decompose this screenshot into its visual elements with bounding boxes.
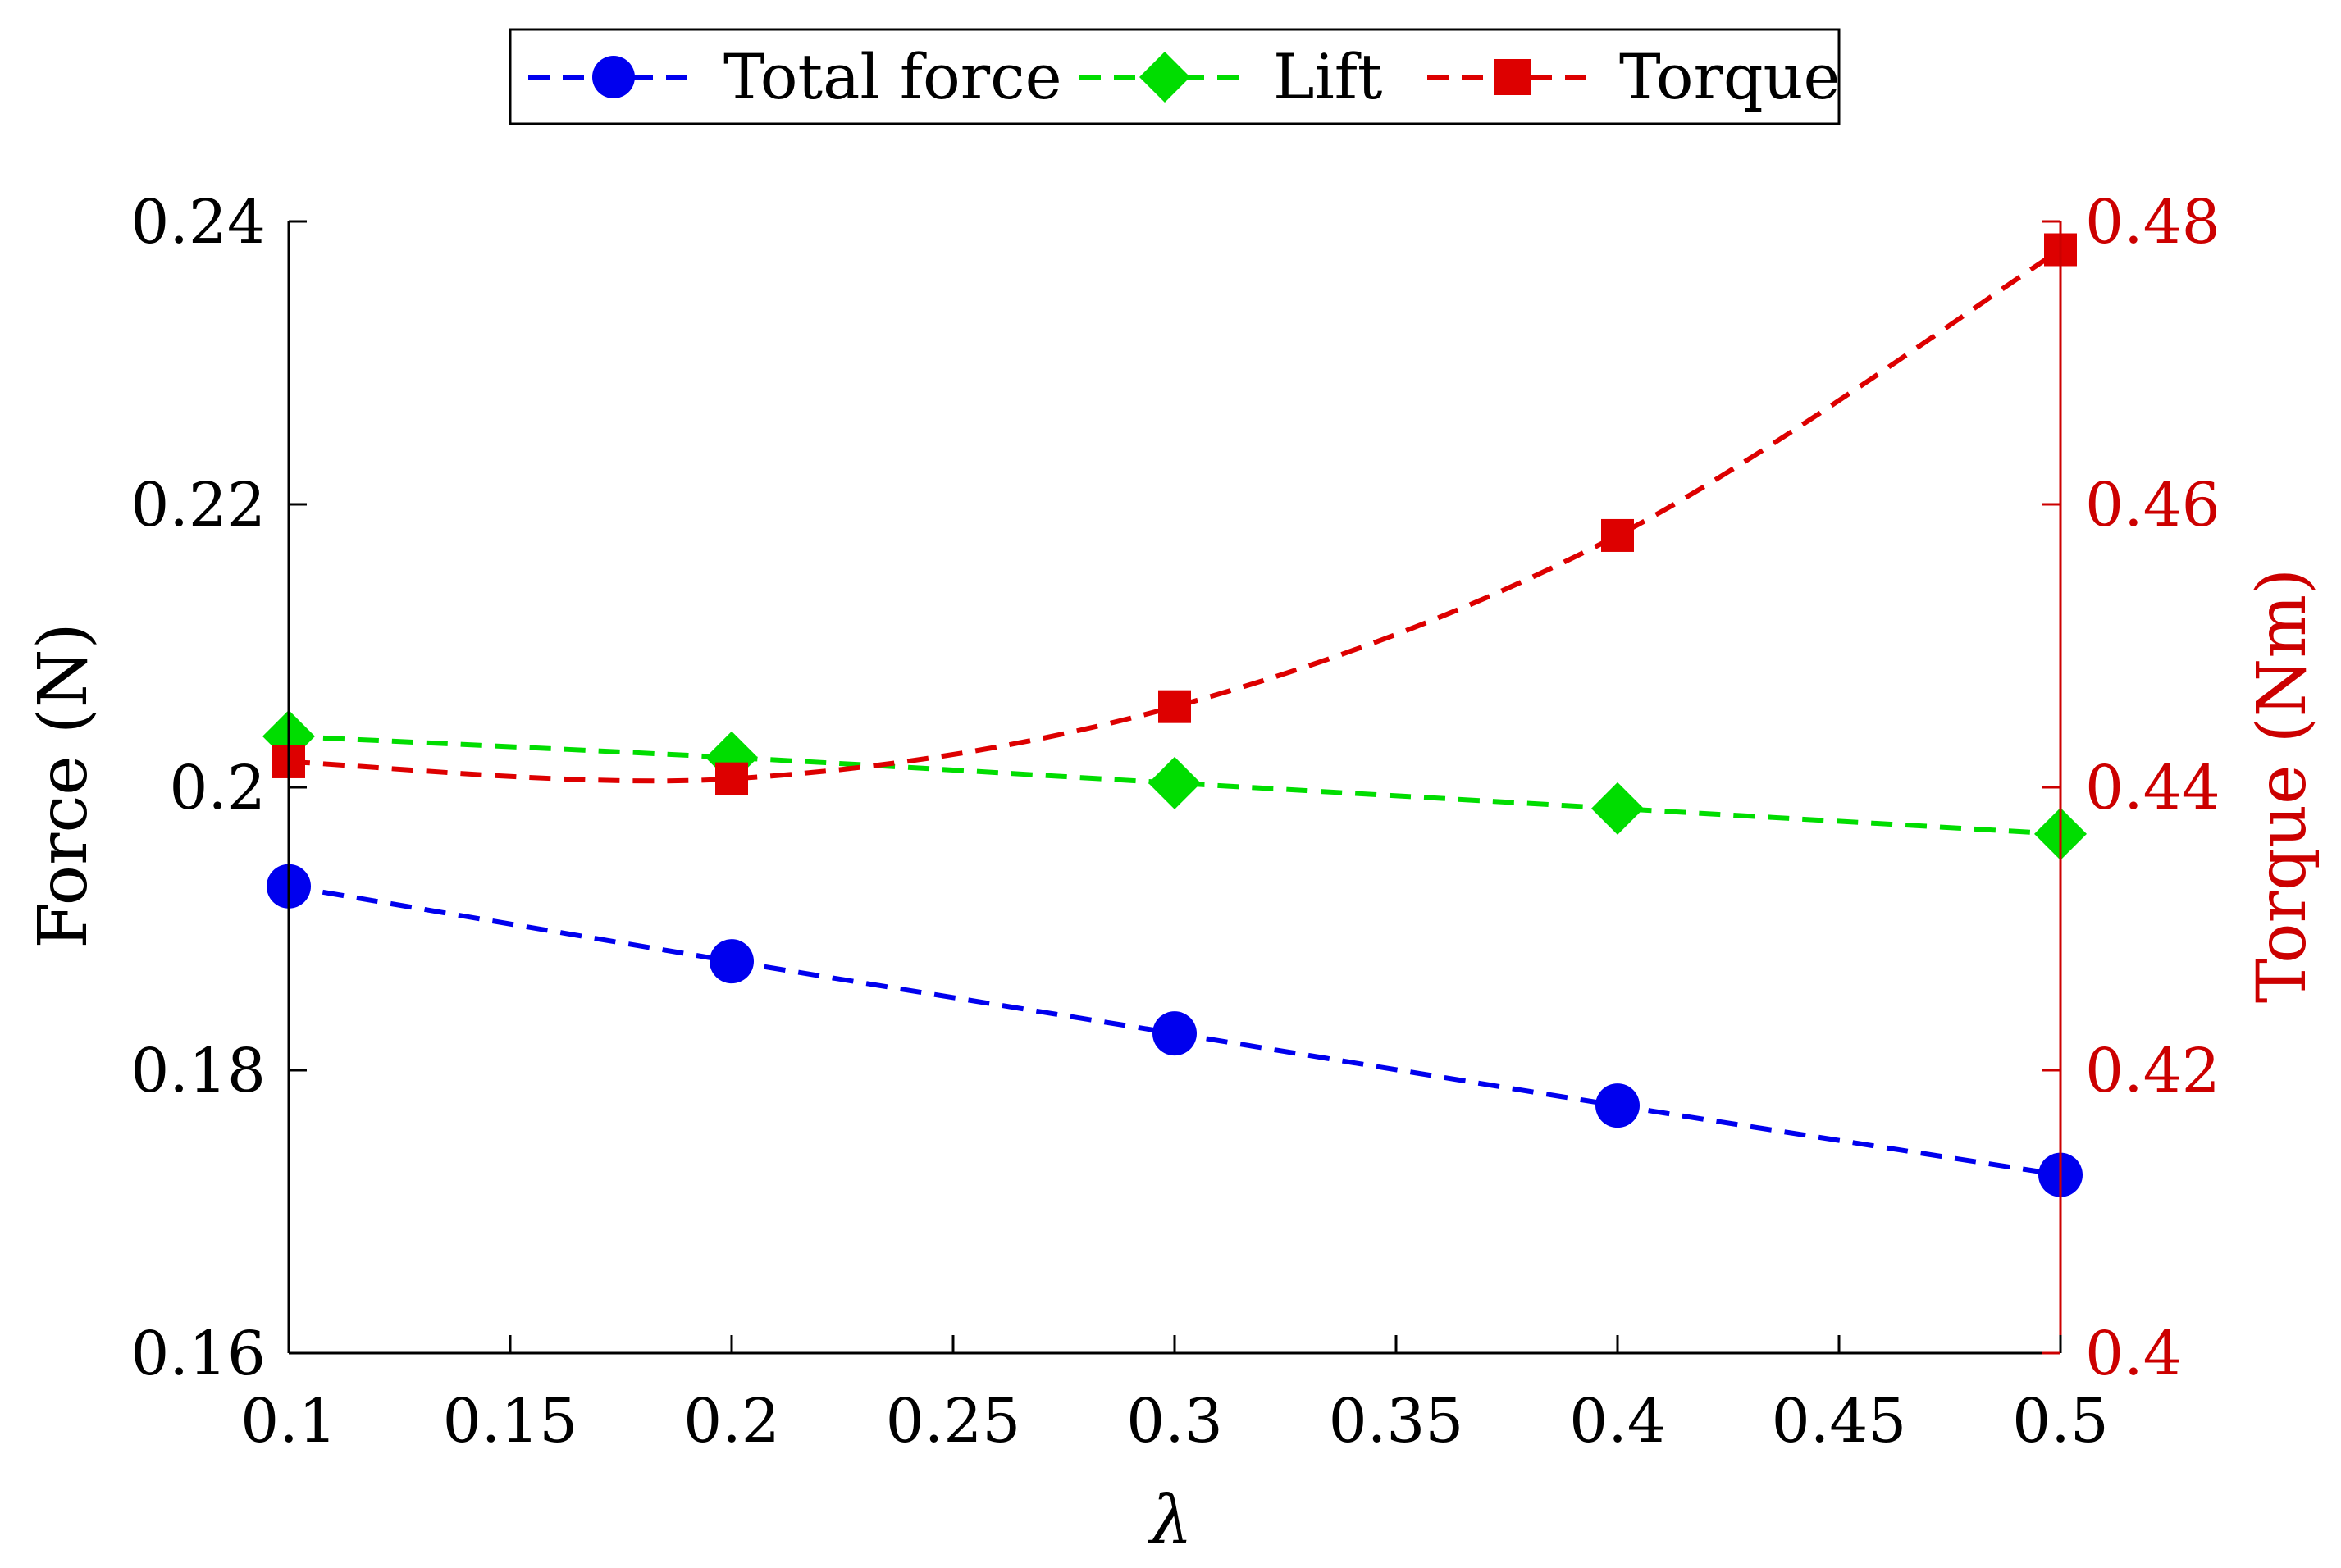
x-tick-label: 0.2	[683, 1386, 780, 1456]
series-line-lift	[288, 733, 2061, 836]
legend-marker-square-icon	[1494, 59, 1531, 95]
y-right-tick-label: 0.44	[2085, 753, 2220, 823]
y-axis-right-title: Torque (Nm)	[2243, 568, 2321, 1003]
y-left-tick-label: 0.18	[130, 1036, 266, 1106]
y-right-tick-label: 0.48	[2085, 187, 2220, 258]
y-left-tick-label: 0.2	[169, 753, 266, 823]
x-tick-label: 0.25	[886, 1386, 1021, 1456]
data-point-torque	[715, 762, 748, 795]
data-point-total-force	[710, 939, 754, 984]
data-point-total-force	[1595, 1083, 1640, 1128]
legend-label-total-force: Total force	[723, 40, 1062, 113]
y-left-tick-label: 0.22	[130, 470, 266, 540]
x-tick-label: 0.3	[1126, 1386, 1223, 1456]
x-axis-title: λ	[1148, 1482, 1193, 1560]
legend-marker-circle-icon	[592, 56, 635, 98]
x-tick-label: 0.5	[2012, 1386, 2109, 1456]
x-tick-label: 0.15	[443, 1386, 578, 1456]
legend-item-torque: Torque	[1427, 40, 1840, 113]
data-point-total-force	[1152, 1011, 1197, 1056]
y-right-tick-label: 0.42	[2085, 1036, 2220, 1106]
data-point-lift	[1591, 782, 1644, 835]
legend-marker-diamond-icon	[1139, 52, 1190, 103]
legend-item-total-force: Total force	[528, 40, 1062, 113]
x-tick-label: 0.4	[1569, 1386, 1666, 1456]
data-point-torque	[1158, 690, 1191, 723]
legend-label-torque: Torque	[1619, 40, 1840, 113]
y-left-tick-label: 0.16	[130, 1319, 266, 1389]
x-tick-label: 0.35	[1329, 1386, 1464, 1456]
legend-label-lift: Lift	[1273, 40, 1382, 113]
y-right-tick-label: 0.46	[2085, 470, 2220, 540]
y-right-tick-label: 0.4	[2085, 1319, 2182, 1389]
legend-item-lift: Lift	[1079, 40, 1382, 113]
axes-layer: 0.1 0.15 0.2 0.25 0.3 0.35 0.4 0.45 0.5 0.16 0.18 0…	[130, 187, 2220, 1456]
data-point-torque	[1601, 518, 1634, 552]
x-tick-label: 0.1	[240, 1386, 337, 1456]
x-tick-label: 0.45	[1772, 1386, 1907, 1456]
y-left-tick-label: 0.24	[130, 187, 266, 258]
legend: Total force Lift Torque	[509, 28, 1841, 125]
data-point-lift	[1148, 756, 1201, 809]
y-axis-left-title: Force (N)	[25, 622, 103, 948]
